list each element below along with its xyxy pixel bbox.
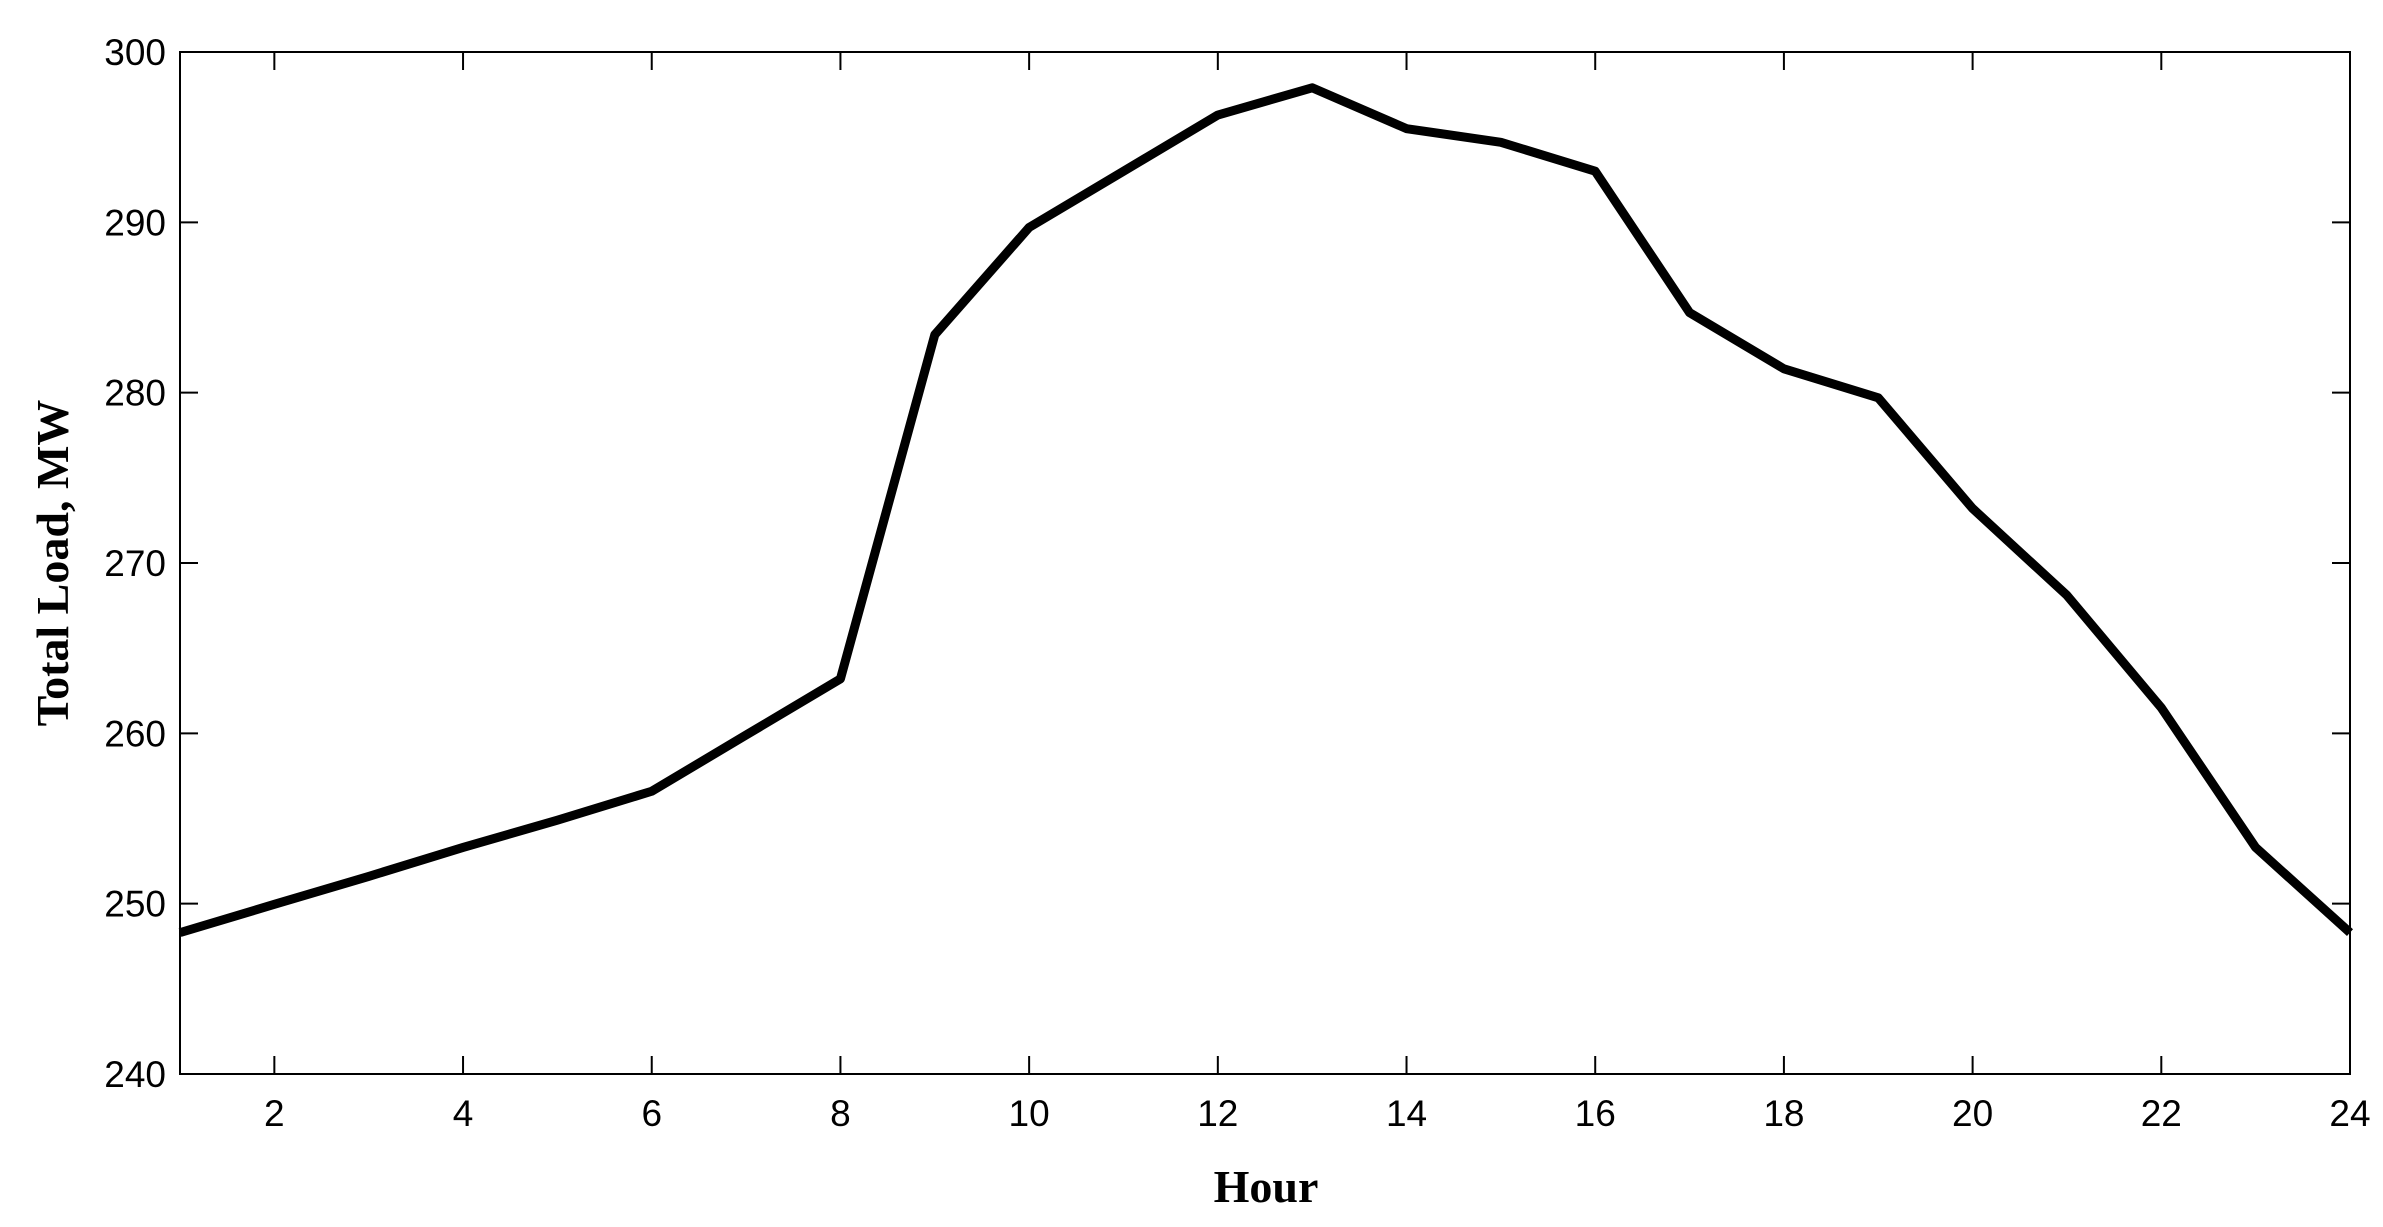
x-tick-label: 14	[1386, 1093, 1427, 1134]
plot-frame	[179, 51, 2351, 1075]
x-tick-label: 2	[264, 1093, 285, 1134]
y-axis-label: Total Load, MW	[27, 400, 78, 727]
x-tick-label: 10	[1009, 1093, 1050, 1134]
y-tick-label: 260	[104, 713, 166, 754]
x-tick-label: 24	[2329, 1093, 2370, 1134]
y-tick-label: 300	[104, 32, 166, 73]
x-axis-label: Hour	[1214, 1161, 1319, 1212]
line	[178, 83, 2354, 937]
y-tick-label: 240	[104, 1054, 166, 1095]
y-tick-label: 250	[104, 884, 166, 925]
x-tick-label: 22	[2141, 1093, 2182, 1134]
y-tick-label: 280	[104, 373, 166, 414]
x-tick-label: 18	[1763, 1093, 1804, 1134]
x-tick-label: 16	[1575, 1093, 1616, 1134]
x-tick-label: 12	[1197, 1093, 1238, 1134]
y-tick-label: 270	[104, 543, 166, 584]
x-tick-label: 6	[641, 1093, 662, 1134]
x-tick-label: 4	[453, 1093, 474, 1134]
x-tick-label: 8	[830, 1093, 851, 1134]
y-tick-label: 290	[104, 202, 166, 243]
x-tick-label: 20	[1952, 1093, 1993, 1134]
